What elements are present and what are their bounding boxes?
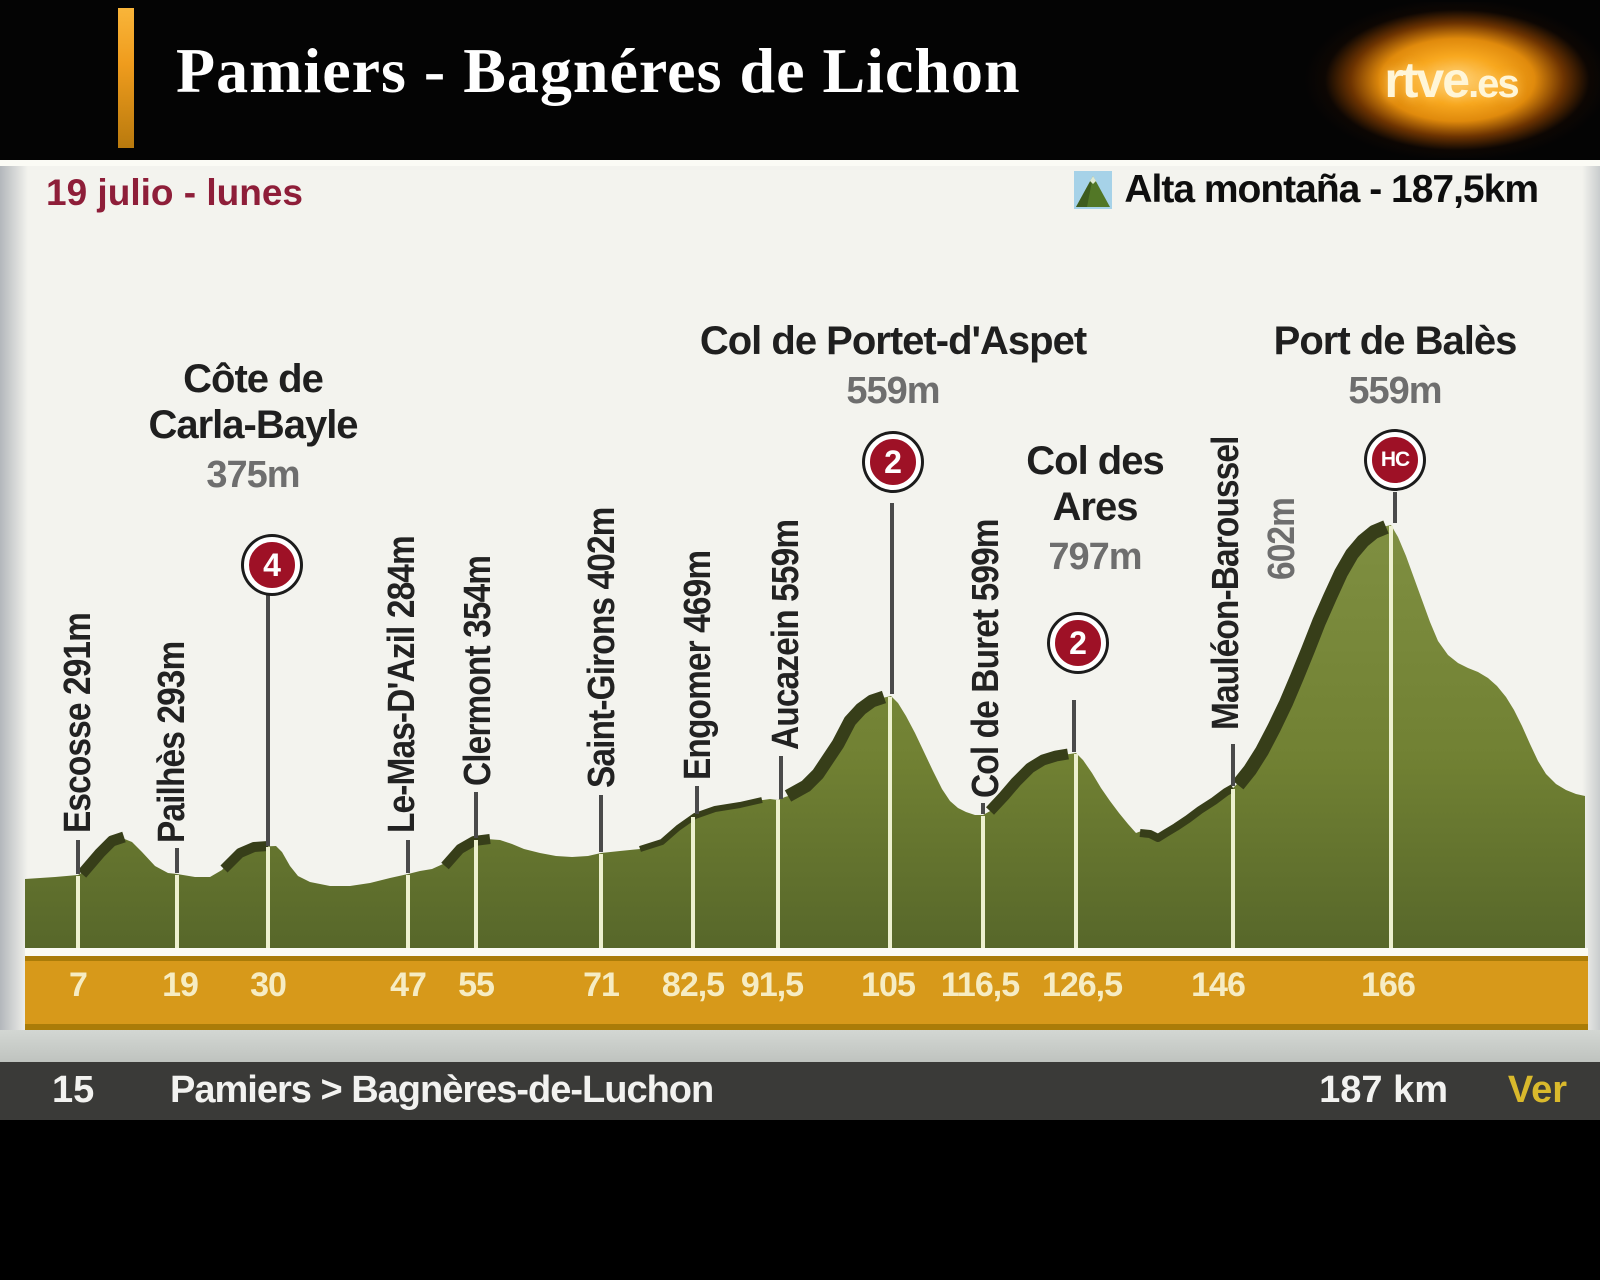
km-tick: 47: [390, 966, 427, 1004]
km-tick: 166: [1361, 966, 1416, 1004]
rtve-logo-text: rtve.es: [1384, 52, 1519, 108]
km-tick: 30: [250, 966, 287, 1004]
stage-date: 19 julio - lunes: [46, 172, 303, 213]
landmark-mauleon-altitude: 602m: [1261, 497, 1303, 580]
km-tick: 19: [162, 966, 199, 1004]
km-gridlines: [76, 526, 1393, 948]
header-divider: [0, 160, 1600, 166]
profile-canvas: 19 julio - lunes Alta montaña - 187,5km: [0, 166, 1600, 1030]
elevation-profile: [25, 492, 1588, 1030]
footer-bar: 15 Pamiers > Bagnères-de-Luchon 187 km V…: [0, 1062, 1600, 1120]
landmark-clermont: Clermont 354m: [457, 555, 499, 786]
bottom-black-area: [0, 1120, 1600, 1280]
landmark-ticks: [76, 492, 1397, 874]
landmark-pailhes: Pailhès 293m: [151, 641, 193, 843]
category-badge-2-portet: 2: [865, 434, 921, 490]
climb-shadows: [77, 520, 1389, 878]
km-bar: [25, 956, 1588, 1030]
km-tick: 55: [458, 966, 495, 1004]
landmark-aucazein: Aucazein 559m: [765, 519, 807, 750]
ver-link[interactable]: Ver: [1507, 1069, 1567, 1111]
footer-top-strip: [0, 1030, 1600, 1062]
landmark-saintgirons: Saint-Girons 402m: [581, 507, 623, 788]
km-tick: 116,5: [940, 966, 1020, 1004]
rtve-logo[interactable]: rtve.es: [1296, 2, 1600, 158]
landmark-col-des-ares: Col des Ares 797m: [1026, 439, 1164, 578]
stage-route: Pamiers > Bagnères-de-Luchon: [170, 1069, 714, 1111]
km-tick: 82,5: [661, 966, 725, 1004]
category-badge-4: 4: [244, 537, 300, 593]
landmark-carla-bayle: Côte de Carla-Bayle 375m: [148, 357, 358, 496]
km-tick: 71: [583, 966, 620, 1004]
header-bar: Pamiers - Bagnéres de Lichon rtve.es: [0, 0, 1600, 160]
km-tick: 91,5: [740, 966, 804, 1004]
category-badge-hc: HC: [1367, 432, 1423, 488]
landmark-mauleon: Mauléon-Baroussel: [1205, 436, 1247, 730]
header-accent-bar: [118, 8, 134, 148]
stage-type: Alta montaña - 187,5km: [1074, 168, 1539, 212]
landmark-lemas: Le-Mas-D'Azil 284m: [381, 536, 423, 833]
km-tick: 146: [1191, 966, 1246, 1004]
page-title: Pamiers - Bagnéres de Lichon: [176, 35, 1021, 106]
profile-area: [25, 525, 1585, 948]
stage-type-label: Alta montaña - 187,5km: [1124, 168, 1539, 211]
km-tick: 7: [69, 966, 88, 1004]
km-tick: 105: [861, 966, 916, 1004]
km-bar-separator: [25, 948, 1588, 956]
stage-number: 15: [52, 1069, 95, 1111]
landmark-portet-daspet: Col de Portet-d'Aspet 559m: [699, 319, 1087, 412]
landmark-port-de-bales: Port de Balès 559m: [1273, 319, 1518, 412]
canvas-left-edge: [0, 166, 28, 1030]
category-badge-2-ares: 2: [1050, 615, 1106, 671]
landmark-escosse: Escosse 291m: [57, 613, 99, 833]
stage-distance: 187 km: [1319, 1069, 1448, 1111]
km-tick: 126,5: [1041, 966, 1123, 1004]
mountain-icon: [1074, 171, 1113, 209]
canvas-right-edge: [1582, 166, 1600, 1030]
landmark-engomer: Engomer 469m: [677, 550, 719, 780]
